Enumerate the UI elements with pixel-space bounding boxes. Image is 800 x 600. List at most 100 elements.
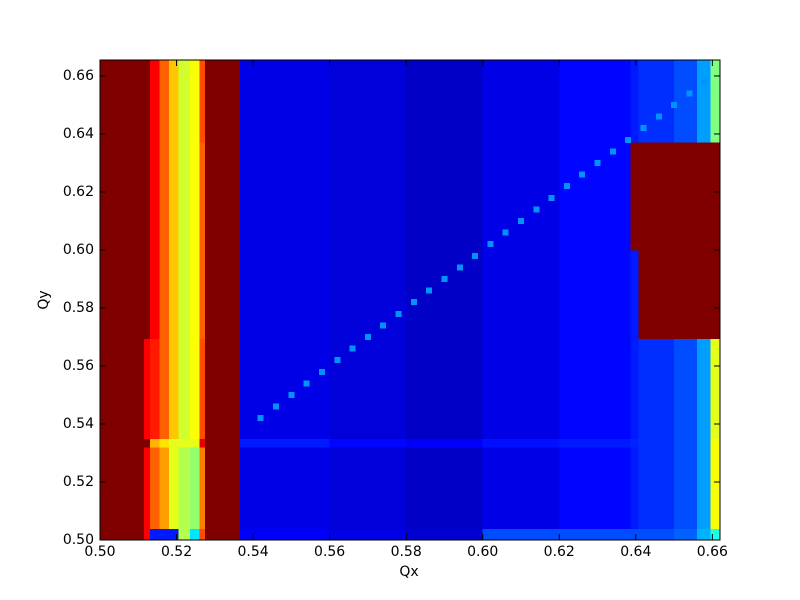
heatmap-cell (168, 447, 179, 529)
resonance-cell (686, 90, 693, 97)
heatmap-cell (149, 338, 160, 439)
heatmap-cell (168, 338, 179, 439)
heatmap-cell (482, 438, 560, 448)
heatmap-cell (482, 338, 560, 439)
heatmap-cell (144, 528, 151, 541)
resonance-cell (456, 264, 463, 271)
heatmap-cell (329, 528, 407, 541)
heatmap-cell (482, 60, 560, 143)
resonance-cell (487, 241, 494, 248)
heatmap-cell (159, 60, 170, 143)
heatmap-cell (630, 447, 639, 529)
x-tick-label: 0.64 (620, 544, 651, 560)
resonance-cell (563, 183, 570, 190)
heatmap-cell (149, 60, 160, 143)
resonance-cell (334, 357, 341, 364)
heatmap-cell (630, 142, 639, 251)
heatmap-cell (674, 447, 698, 529)
resonance-cell (655, 113, 662, 120)
heatmap-cell (168, 438, 179, 448)
y-tick-label: 0.62 (63, 184, 94, 200)
heatmap-cell (482, 447, 560, 529)
heatmap-cell (697, 447, 711, 529)
heatmap-cell (559, 60, 631, 143)
heatmap-cell (710, 438, 721, 448)
heatmap-cell (189, 142, 201, 251)
heatmap-cell (159, 249, 170, 339)
heatmap-cell (168, 249, 179, 339)
heatmap-cell (674, 528, 698, 541)
y-tick-label: 0.56 (63, 358, 94, 374)
resonance-cell (257, 415, 264, 422)
resonance-cell (701, 78, 708, 85)
heatmap-cell (630, 528, 639, 541)
heatmap-cell (638, 528, 675, 541)
heatmap-cell (697, 338, 711, 439)
heatmap-cell (149, 249, 160, 339)
heatmap-cell (240, 447, 331, 529)
y-axis-label: Qy (36, 290, 52, 309)
heatmap-cell (144, 60, 151, 143)
heatmap-cell (482, 528, 560, 541)
resonance-cell (395, 310, 402, 317)
heatmap-cell (240, 249, 331, 339)
x-tick-label: 0.60 (467, 544, 498, 560)
plot-frame (99, 59, 721, 541)
heatmap-cell (630, 249, 639, 339)
heatmap-cell (674, 338, 698, 439)
y-tick-label: 0.64 (63, 126, 94, 142)
heatmap-cell (189, 60, 201, 143)
heatmap-cell (406, 438, 484, 448)
heatmap-cell (329, 447, 407, 529)
heatmap-cell (329, 438, 407, 448)
heatmap-cell (406, 447, 484, 529)
heatmap-cell (697, 142, 711, 251)
heatmap-cell (199, 528, 206, 541)
heatmap-cell (638, 438, 675, 448)
heatmap-cell (178, 338, 191, 439)
heatmap-cell (406, 249, 484, 339)
heatmap-cell (178, 60, 191, 143)
heatmap-cell (240, 60, 331, 143)
heatmap-cell (406, 142, 484, 251)
heatmap-cell (100, 447, 145, 529)
heatmap-cell (178, 438, 191, 448)
heatmap-cell (159, 142, 170, 251)
heatmap-cell (240, 338, 331, 439)
y-tick-label: 0.54 (63, 416, 94, 432)
heatmap-cell (638, 338, 675, 439)
heatmap-cell (100, 60, 145, 143)
heatmap-cell (100, 249, 145, 339)
heatmap-cell (149, 447, 160, 529)
heatmap-cell (100, 338, 145, 439)
resonance-cell (671, 101, 678, 108)
y-tick-label: 0.66 (63, 68, 94, 84)
heatmap-cell (482, 142, 560, 251)
resonance-cell (426, 287, 433, 294)
heatmap-cell (199, 338, 206, 439)
heatmap-cell (149, 528, 160, 541)
heatmap-cell (205, 60, 241, 143)
heatmap-cell (559, 142, 631, 251)
resonance-cell (517, 217, 524, 224)
heatmap-cell (674, 438, 698, 448)
heatmap-cell (240, 528, 331, 541)
heatmap-cell (329, 338, 407, 439)
heatmap-cell (559, 447, 631, 529)
heatmap-cell (240, 142, 331, 251)
heatmap-cell (189, 338, 201, 439)
heatmap-cell (697, 249, 711, 339)
resonance-cell (364, 333, 371, 340)
heatmap-cell (159, 447, 170, 529)
heatmap-cell (406, 60, 484, 143)
heatmap-cell (199, 142, 206, 251)
heatmap-cell (559, 338, 631, 439)
heatmap-cell (199, 447, 206, 529)
resonance-cell (410, 299, 417, 306)
heatmap-cell (630, 60, 639, 143)
heatmap-cell (144, 142, 151, 251)
heatmap-cell (149, 438, 160, 448)
heatmap-cell (178, 249, 191, 339)
heatmap-cell (710, 338, 721, 439)
heatmap-cell (205, 142, 241, 251)
